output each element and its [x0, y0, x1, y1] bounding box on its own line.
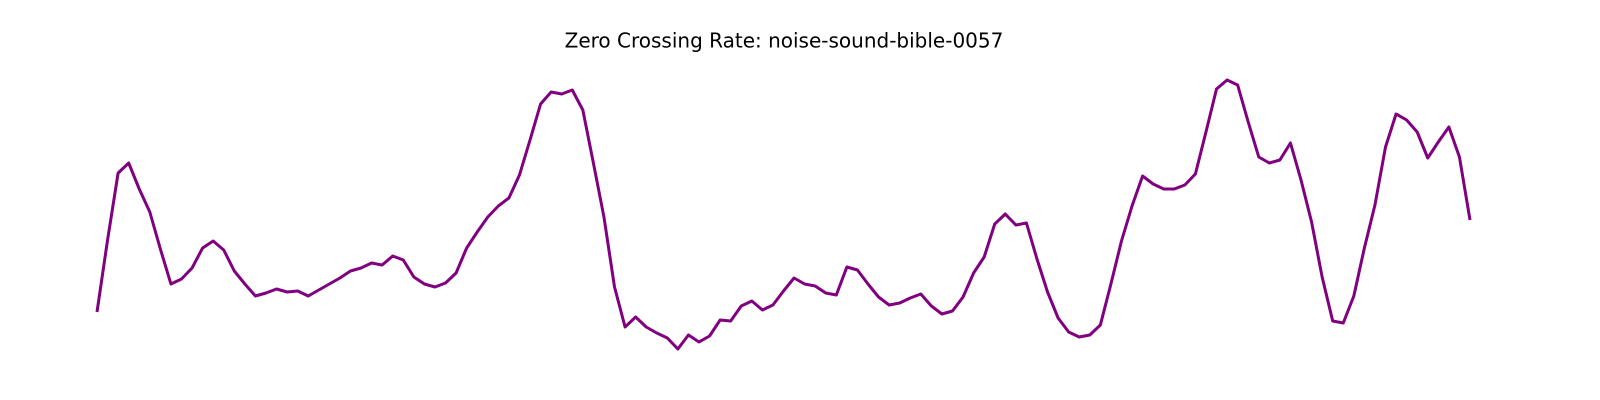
chart-title: Zero Crossing Rate: noise-sound-bible-00… [565, 29, 1004, 53]
zcr-line [95, 78, 1472, 351]
